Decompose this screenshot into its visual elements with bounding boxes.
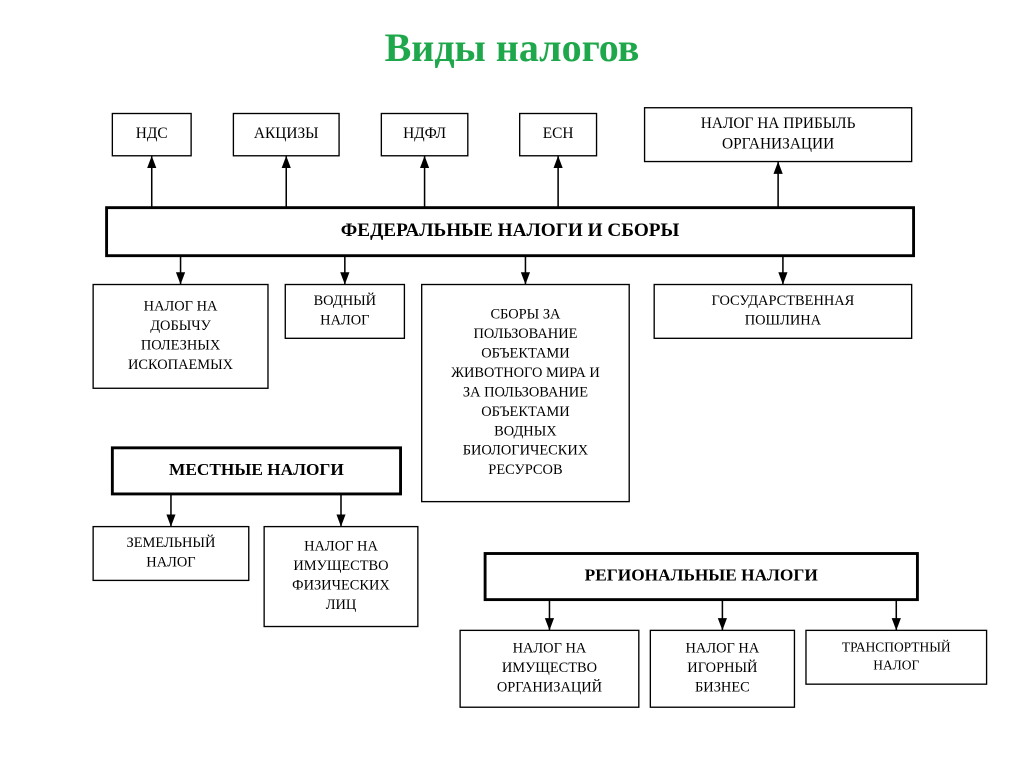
label-proporg-l0: НАЛОГ НА: [513, 641, 587, 657]
label-biores-l2: ОБЪЕКТАМИ: [481, 345, 569, 361]
label-esn-l0: ЕСН: [543, 125, 574, 142]
label-gambling-l1: ИГОРНЫЙ: [687, 659, 757, 676]
label-local-l0: МЕСТНЫЕ НАЛОГИ: [169, 460, 344, 479]
label-biores-l0: СБОРЫ ЗА: [490, 307, 561, 323]
label-transport-l1: НАЛОГ: [873, 657, 919, 672]
label-biores-l7: БИОЛОГИЧЕСКИХ: [463, 443, 589, 459]
label-regional-l0: РЕГИОНАЛЬНЫЕ НАЛОГИ: [585, 566, 819, 585]
label-proporg-l1: ИМУЩЕСТВО: [502, 660, 597, 676]
label-water-l0: ВОДНЫЙ: [314, 292, 377, 309]
label-profit-l0: НАЛОГ НА ПРИБЫЛЬ: [701, 115, 856, 132]
label-aktsizy-l0: АКЦИЗЫ: [254, 125, 319, 142]
label-biores-l5: ОБЪЕКТАМИ: [481, 404, 569, 420]
label-land-l1: НАЛОГ: [146, 555, 195, 571]
label-biores-l6: ВОДНЫХ: [494, 423, 557, 439]
label-biores-l4: ЗА ПОЛЬЗОВАНИЕ: [463, 384, 588, 400]
label-biores-l8: РЕСУРСОВ: [488, 462, 562, 478]
label-propind-l3: ЛИЦ: [326, 597, 357, 613]
label-ndfl-l0: НДФЛ: [403, 125, 446, 142]
label-proporg-l2: ОРГАНИЗАЦИЙ: [497, 679, 602, 696]
label-mining-l1: ДОБЫЧУ: [150, 318, 211, 334]
label-mining-l2: ПОЛЕЗНЫХ: [141, 337, 221, 353]
label-propind-l2: ФИЗИЧЕСКИХ: [292, 578, 390, 594]
page-title: Виды налогов: [0, 0, 1024, 77]
label-nds-l0: НДС: [136, 125, 168, 142]
label-land-l0: ЗЕМЕЛЬНЫЙ: [127, 534, 216, 551]
label-biores-l1: ПОЛЬЗОВАНИЕ: [473, 326, 577, 342]
label-transport-l0: ТРАНСПОРТНЫЙ: [842, 639, 951, 654]
label-biores-l3: ЖИВОТНОГО МИРА И: [451, 365, 600, 381]
label-gambling-l0: НАЛОГ НА: [686, 641, 760, 657]
label-federal-l0: ФЕДЕРАЛЬНЫЕ НАЛОГИ И СБОРЫ: [341, 220, 680, 241]
label-mining-l3: ИСКОПАЕМЫХ: [128, 357, 234, 373]
tax-diagram: НДС АКЦИЗЫ НДФЛ ЕСН НАЛОГ НА ПРИБЫЛЬ ОРГАНИЗА…: [0, 77, 1024, 737]
label-duty-l0: ГОСУДАРСТВЕННАЯ: [712, 293, 855, 309]
label-mining-l0: НАЛОГ НА: [144, 299, 218, 315]
label-gambling-l2: БИЗНЕС: [695, 680, 750, 696]
label-duty-l1: ПОШЛИНА: [745, 312, 822, 328]
label-water-l1: НАЛОГ: [320, 312, 369, 328]
label-propind-l0: НАЛОГ НА: [304, 539, 378, 555]
label-propind-l1: ИМУЩЕСТВО: [293, 558, 388, 574]
label-profit-l1: ОРГАНИЗАЦИИ: [722, 136, 834, 153]
